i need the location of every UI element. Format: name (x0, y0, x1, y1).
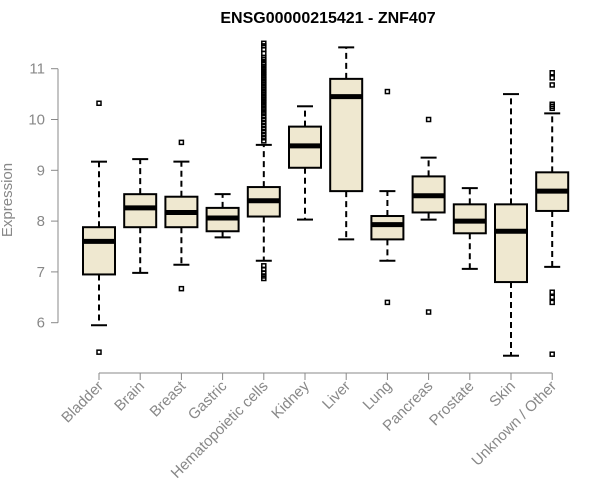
x-tick-label: Bladder (58, 378, 107, 427)
outlier-point (549, 289, 555, 295)
outlier-point (425, 116, 432, 123)
outlier-point (261, 56, 267, 63)
outlier-point (261, 116, 267, 123)
box-group (123, 158, 158, 274)
y-tick-label: 7 (37, 264, 45, 281)
box-group (494, 93, 528, 357)
y-tick-label: 10 (28, 112, 45, 129)
outlier-point (261, 275, 267, 282)
outlier-point (549, 294, 555, 301)
x-tick-label: Lung (360, 378, 396, 414)
y-tick-label: 8 (37, 213, 45, 230)
outlier-point (178, 285, 185, 292)
outlier-point (549, 70, 555, 76)
outlier-point (261, 131, 267, 138)
box-group (82, 100, 116, 355)
outlier-point (549, 105, 555, 112)
chart-title: ENSG00000215421 - ZNF407 (220, 10, 435, 27)
outlier-point (261, 122, 267, 129)
y-tick-label: 11 (29, 61, 45, 78)
outlier-point (384, 299, 391, 306)
outlier-point (261, 138, 267, 144)
box-group (205, 193, 240, 239)
x-tick-label: Skin (486, 378, 519, 411)
outlier-point (261, 135, 267, 141)
y-tick-label: 9 (37, 162, 45, 179)
outlier-point (549, 75, 555, 81)
outlier-point (261, 113, 267, 120)
box-group (329, 46, 364, 241)
x-tick-label: Liver (319, 378, 354, 413)
outlier-point (96, 100, 102, 106)
box-group (452, 187, 487, 270)
boxes (82, 40, 570, 357)
iqr-box (82, 226, 116, 276)
outlier-point (261, 102, 267, 109)
outlier-point (261, 128, 267, 135)
outlier-point (261, 119, 267, 126)
x-tick-label: Kidney (268, 377, 313, 422)
axes: 6 7 8 9 10 11 (28, 61, 553, 380)
box-group (164, 139, 199, 292)
iqr-box (494, 203, 528, 284)
box-group (535, 70, 570, 357)
outlier-point (549, 351, 555, 357)
outlier-point (261, 270, 267, 276)
box-group (288, 105, 322, 221)
outlier-point (549, 82, 555, 88)
outlier-point (178, 139, 185, 146)
outlier-point (549, 299, 555, 306)
box-group (246, 40, 281, 282)
outlier-point (425, 309, 432, 315)
box-group (411, 116, 446, 315)
iqr-box (123, 193, 158, 229)
outlier-point (96, 349, 102, 355)
outlier-point (384, 88, 391, 95)
x-tick-label: Breast (147, 377, 190, 420)
iqr-box (370, 215, 405, 241)
y-axis-label: Expression (0, 163, 16, 237)
x-tick-label: Prostate (426, 378, 478, 430)
outlier-point (261, 110, 267, 117)
box-group (370, 88, 405, 306)
y-tick-label: 6 (37, 315, 45, 332)
x-tick-label: Brain (111, 378, 148, 415)
outlier-point (261, 125, 267, 132)
